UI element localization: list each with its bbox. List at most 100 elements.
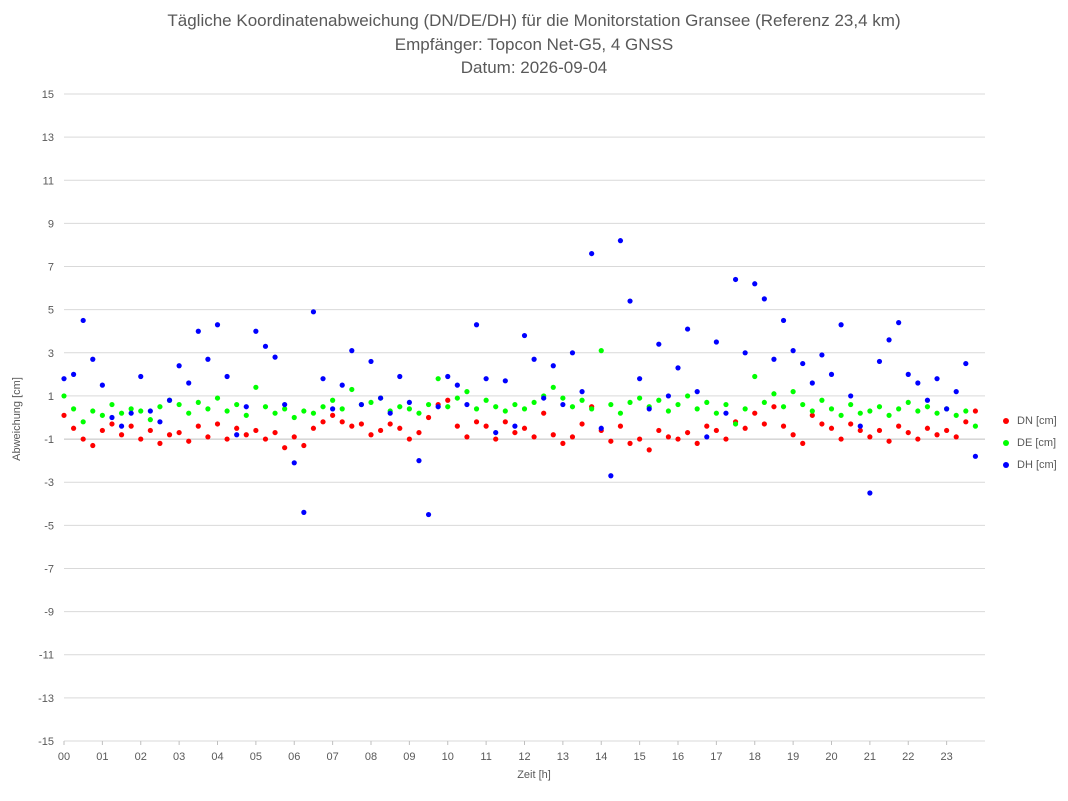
- data-point-de: [282, 406, 288, 412]
- data-point-de: [569, 404, 576, 410]
- data-point-dn: [637, 436, 643, 442]
- data-point-de: [406, 406, 412, 412]
- data-point-dh: [732, 276, 739, 283]
- x-tick-label: 03: [173, 751, 185, 763]
- data-point-dn: [627, 440, 633, 446]
- data-point-de: [905, 399, 911, 406]
- data-point-dn: [483, 423, 489, 429]
- data-point-de: [656, 397, 662, 403]
- data-point-de: [224, 408, 230, 414]
- data-point-dh: [598, 425, 604, 431]
- data-point-dn: [157, 440, 163, 446]
- data-point-de: [521, 406, 528, 412]
- data-point-de: [416, 410, 422, 416]
- data-point-dn: [646, 447, 652, 453]
- data-point-de: [752, 373, 758, 380]
- data-point-dh: [780, 317, 787, 324]
- x-tick-label: 00: [58, 751, 70, 763]
- data-point-dn: [569, 434, 576, 440]
- data-point-dh: [214, 322, 221, 328]
- data-point-dn: [339, 419, 345, 425]
- data-point-de: [876, 404, 883, 410]
- data-point-de: [675, 401, 681, 408]
- x-tick-label: 02: [135, 751, 147, 763]
- data-point-de: [330, 397, 336, 403]
- data-point-de: [704, 399, 710, 406]
- y-tick-label: -9: [44, 607, 54, 619]
- data-point-de: [425, 401, 432, 408]
- data-point-de: [147, 417, 153, 423]
- data-point-dn: [752, 410, 758, 416]
- data-point-dn: [905, 429, 911, 436]
- data-point-de: [176, 401, 182, 408]
- data-point-dn: [809, 412, 815, 418]
- data-point-dn: [454, 423, 460, 429]
- legend-marker-de: [1003, 440, 1009, 446]
- data-point-dh: [80, 317, 86, 324]
- data-point-de: [435, 376, 441, 382]
- data-point-de: [483, 397, 489, 403]
- data-point-dn: [694, 440, 700, 446]
- data-point-dn: [953, 434, 959, 440]
- data-point-de: [90, 408, 96, 414]
- data-point-dh: [761, 296, 767, 302]
- data-point-de: [138, 408, 144, 414]
- data-point-dn: [541, 410, 547, 416]
- data-point-dh: [819, 352, 825, 358]
- data-point-dn: [531, 434, 537, 440]
- data-point-dn: [70, 425, 77, 431]
- data-point-de: [732, 421, 739, 427]
- data-point-dh: [934, 376, 940, 382]
- legend-label-dh: DH [cm]: [1017, 459, 1057, 471]
- data-point-dn: [138, 436, 144, 442]
- data-point-dn: [282, 445, 288, 451]
- data-point-dn: [934, 432, 940, 438]
- data-point-dn: [713, 427, 719, 434]
- data-point-dn: [493, 436, 499, 442]
- data-point-dn: [608, 438, 614, 444]
- data-point-dh: [138, 373, 144, 380]
- data-point-dn: [195, 423, 201, 429]
- data-point-de: [617, 410, 624, 416]
- data-point-dh: [109, 414, 115, 421]
- data-point-de: [550, 384, 556, 390]
- data-point-dn: [224, 436, 230, 442]
- data-point-dh: [560, 401, 566, 408]
- data-point-dh: [425, 511, 432, 518]
- x-tick-label: 17: [710, 751, 722, 763]
- data-point-dn: [214, 421, 221, 427]
- data-point-de: [627, 399, 633, 406]
- data-point-de: [473, 406, 480, 412]
- data-point-dh: [569, 350, 576, 356]
- data-point-de: [464, 389, 470, 395]
- data-point-dh: [579, 389, 585, 395]
- data-point-dh: [608, 473, 614, 479]
- data-point-dh: [406, 399, 412, 406]
- data-point-de: [771, 391, 777, 397]
- data-point-dh: [310, 309, 317, 315]
- data-point-dn: [377, 427, 384, 434]
- data-point-dn: [358, 421, 365, 427]
- data-point-dh: [684, 326, 691, 332]
- data-point-de: [205, 406, 211, 412]
- legend-label-dn: DN [cm]: [1017, 415, 1057, 427]
- y-tick-label: 1: [48, 391, 54, 403]
- data-point-dn: [310, 425, 317, 431]
- data-point-de: [512, 401, 518, 408]
- data-point-dn: [349, 423, 355, 429]
- data-point-de: [924, 404, 931, 410]
- data-point-dh: [330, 406, 336, 412]
- data-point-dh: [550, 363, 556, 369]
- data-point-dn: [464, 434, 470, 440]
- data-point-dh: [157, 419, 163, 425]
- chart-subtitle: Empfänger: Topcon Net-G5, 4 GNSS: [394, 35, 674, 54]
- data-point-dh: [253, 328, 259, 334]
- data-point-de: [320, 404, 326, 410]
- data-point-de: [502, 408, 508, 414]
- data-point-dh: [886, 337, 892, 343]
- data-point-dn: [972, 408, 979, 414]
- x-tick-label: 20: [825, 751, 837, 763]
- data-point-de: [838, 412, 844, 418]
